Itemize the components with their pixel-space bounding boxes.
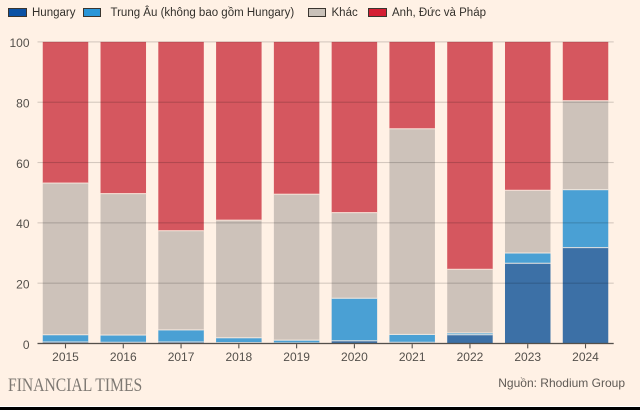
svg-text:2016: 2016 (110, 350, 137, 364)
svg-text:2018: 2018 (225, 350, 252, 364)
svg-text:2015: 2015 (52, 350, 79, 364)
svg-text:2019: 2019 (283, 350, 310, 364)
svg-text:2022: 2022 (457, 350, 484, 364)
svg-text:2024: 2024 (572, 350, 599, 364)
svg-text:80: 80 (16, 97, 30, 111)
svg-text:0: 0 (23, 338, 30, 352)
svg-text:2017: 2017 (168, 350, 195, 364)
svg-text:2020: 2020 (341, 350, 368, 364)
svg-text:2023: 2023 (514, 350, 541, 364)
svg-text:100: 100 (9, 36, 29, 50)
svg-text:40: 40 (16, 217, 30, 231)
svg-text:20: 20 (16, 277, 30, 291)
svg-text:60: 60 (16, 157, 30, 171)
svg-text:2021: 2021 (399, 350, 426, 364)
